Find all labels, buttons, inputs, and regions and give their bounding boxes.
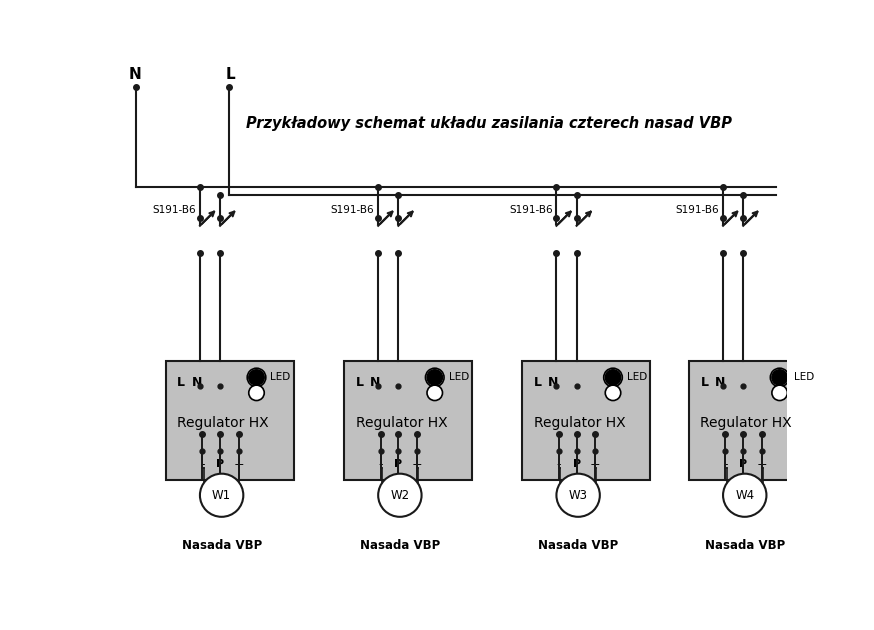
Text: Nasada VBP: Nasada VBP — [182, 539, 261, 552]
Text: LED: LED — [794, 372, 814, 382]
Circle shape — [200, 474, 243, 517]
Text: W2: W2 — [391, 489, 409, 501]
Circle shape — [772, 385, 787, 401]
Text: +: + — [233, 458, 244, 471]
Text: P: P — [739, 459, 747, 469]
Text: Nasada VBP: Nasada VBP — [360, 539, 440, 552]
Text: S191-B6: S191-B6 — [509, 205, 552, 215]
Text: W1: W1 — [212, 489, 232, 501]
Text: Regulator HX: Regulator HX — [700, 416, 792, 430]
Bar — [166, 360, 294, 480]
Text: P: P — [394, 459, 402, 469]
Text: W3: W3 — [569, 489, 587, 501]
Text: L: L — [356, 375, 364, 389]
Circle shape — [772, 370, 787, 385]
Text: N: N — [191, 375, 202, 389]
Text: Nasada VBP: Nasada VBP — [704, 539, 785, 552]
Text: +: + — [590, 458, 600, 471]
Text: S191-B6: S191-B6 — [152, 205, 196, 215]
Circle shape — [378, 474, 421, 517]
Text: Regulator HX: Regulator HX — [356, 416, 447, 430]
Text: -: - — [200, 458, 205, 471]
Text: Nasada VBP: Nasada VBP — [538, 539, 618, 552]
Text: P: P — [572, 459, 580, 469]
Text: N: N — [128, 67, 142, 82]
Text: +: + — [757, 458, 767, 471]
Bar — [523, 360, 650, 480]
Text: N: N — [715, 375, 725, 389]
Text: -: - — [378, 458, 383, 471]
Text: L: L — [700, 375, 709, 389]
Text: Regulator HX: Regulator HX — [534, 416, 626, 430]
Text: -: - — [557, 458, 561, 471]
Circle shape — [557, 474, 600, 517]
Circle shape — [427, 385, 442, 401]
Text: N: N — [370, 375, 380, 389]
Text: -: - — [723, 458, 728, 471]
Circle shape — [606, 370, 621, 385]
Text: L: L — [177, 375, 185, 389]
Bar — [344, 360, 472, 480]
Text: N: N — [548, 375, 558, 389]
Text: W4: W4 — [735, 489, 754, 501]
Circle shape — [427, 370, 442, 385]
Text: LED: LED — [448, 372, 469, 382]
Text: LED: LED — [627, 372, 648, 382]
Text: S191-B6: S191-B6 — [676, 205, 719, 215]
Text: LED: LED — [270, 372, 291, 382]
Text: +: + — [412, 458, 422, 471]
Text: L: L — [226, 67, 236, 82]
Circle shape — [606, 385, 621, 401]
Text: L: L — [534, 375, 542, 389]
Circle shape — [249, 385, 264, 401]
Text: Przykładowy schemat układu zasilania czterech nasad VBP: Przykładowy schemat układu zasilania czt… — [246, 116, 732, 131]
Bar — [689, 360, 817, 480]
Circle shape — [723, 474, 766, 517]
Text: Regulator HX: Regulator HX — [177, 416, 269, 430]
Text: S191-B6: S191-B6 — [330, 205, 374, 215]
Circle shape — [249, 370, 264, 385]
Text: P: P — [216, 459, 224, 469]
